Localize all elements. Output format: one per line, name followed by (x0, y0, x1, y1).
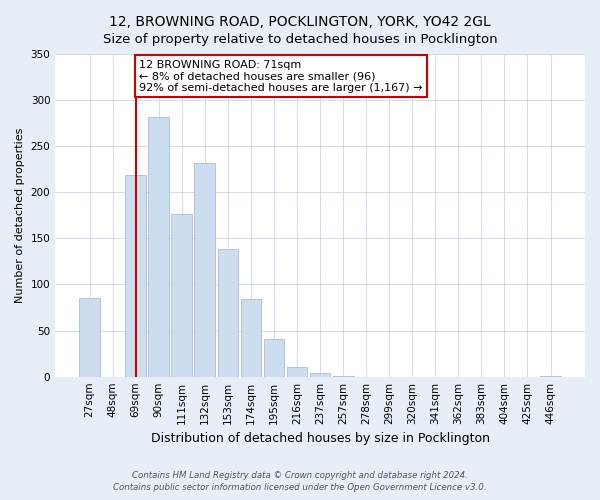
Text: 12, BROWNING ROAD, POCKLINGTON, YORK, YO42 2GL: 12, BROWNING ROAD, POCKLINGTON, YORK, YO… (109, 15, 491, 29)
Bar (263, 339, 284, 376)
Text: 12 BROWNING ROAD: 71sqm
← 8% of detached houses are smaller (96)
92% of semi-det: 12 BROWNING ROAD: 71sqm ← 8% of detached… (139, 60, 422, 92)
Text: Contains HM Land Registry data © Crown copyright and database right 2024.
Contai: Contains HM Land Registry data © Crown c… (113, 471, 487, 492)
Text: Size of property relative to detached houses in Pocklington: Size of property relative to detached ho… (103, 32, 497, 46)
Bar (194, 163, 215, 376)
Bar (218, 248, 238, 376)
Bar (79, 298, 100, 376)
Bar (287, 366, 307, 376)
Bar (148, 116, 169, 376)
Bar (172, 214, 192, 376)
Bar (125, 175, 146, 376)
Bar (241, 299, 262, 376)
Bar (310, 373, 331, 376)
X-axis label: Distribution of detached houses by size in Pocklington: Distribution of detached houses by size … (151, 432, 490, 445)
Y-axis label: Number of detached properties: Number of detached properties (15, 128, 25, 303)
